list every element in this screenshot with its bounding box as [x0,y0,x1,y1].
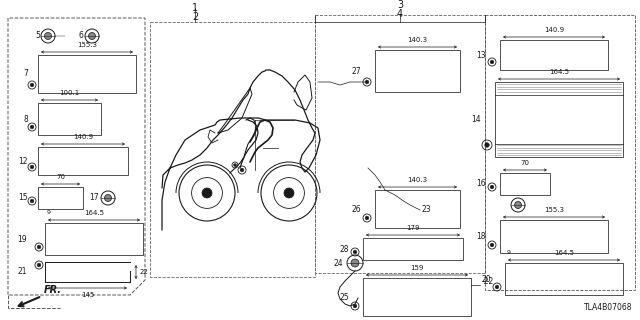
Text: 9: 9 [47,210,51,215]
Text: 145: 145 [81,292,94,298]
Text: 140.3: 140.3 [408,177,428,183]
Circle shape [365,216,369,220]
Bar [38,103,101,135]
Text: 179: 179 [406,225,420,231]
Circle shape [234,164,236,166]
Text: 12: 12 [19,156,28,165]
Bar [375,190,460,228]
Bar [363,278,471,316]
Bar [505,263,623,295]
Circle shape [490,243,494,247]
Circle shape [490,60,494,64]
Bar [315,15,485,273]
Bar [500,40,608,70]
Text: 24: 24 [333,259,343,268]
Text: 27: 27 [351,67,361,76]
Bar [500,173,550,195]
Circle shape [30,199,34,203]
Circle shape [365,80,369,84]
Text: 9: 9 [507,250,511,255]
Text: 17: 17 [90,194,99,203]
Circle shape [30,125,34,129]
Circle shape [37,263,41,267]
Circle shape [351,259,359,267]
Text: 18: 18 [477,232,486,241]
Text: 28: 28 [339,244,349,253]
Bar [363,238,463,260]
Text: 13: 13 [476,51,486,60]
Text: 7: 7 [23,69,28,78]
Bar [38,187,83,209]
Text: FR.: FR. [44,285,62,295]
Text: 164.5: 164.5 [549,69,569,75]
Text: 3: 3 [397,0,403,10]
Text: 140.9: 140.9 [544,27,564,33]
Text: 1: 1 [192,3,198,13]
Text: 8: 8 [23,115,28,124]
Circle shape [104,195,111,202]
Text: 164.5: 164.5 [84,210,104,216]
Text: 4: 4 [397,9,403,19]
Text: -22: -22 [482,277,494,286]
Bar [375,50,460,92]
Text: 155.3: 155.3 [544,207,564,213]
Text: 70: 70 [520,160,529,166]
Text: 100.1: 100.1 [60,90,79,96]
Text: 6: 6 [78,31,83,41]
Bar [38,55,136,93]
Bar [495,82,623,157]
Circle shape [202,188,212,198]
Circle shape [45,33,51,39]
Text: 140.3: 140.3 [408,37,428,43]
Text: 15: 15 [19,194,28,203]
Circle shape [30,165,34,169]
Text: 19: 19 [17,235,27,244]
Bar [38,147,128,175]
Bar [150,22,315,277]
Text: 140.9: 140.9 [73,134,93,140]
Circle shape [484,143,489,147]
Text: 21: 21 [17,268,27,276]
Text: 23: 23 [422,205,431,214]
Circle shape [515,202,522,209]
Circle shape [353,250,357,254]
Bar [485,15,635,290]
Circle shape [240,168,244,172]
Text: 164.5: 164.5 [554,250,574,256]
Bar [45,223,143,255]
Circle shape [495,285,499,289]
Text: 20: 20 [481,275,491,284]
Text: 155.3: 155.3 [77,42,97,48]
Circle shape [88,33,95,39]
Text: 25: 25 [339,292,349,301]
Text: 16: 16 [476,180,486,188]
Text: 5: 5 [35,31,40,41]
Circle shape [353,304,357,308]
Text: 26: 26 [351,204,361,213]
Circle shape [284,188,294,198]
Circle shape [30,83,34,87]
Text: 22: 22 [140,269,148,275]
Text: TLA4B07068: TLA4B07068 [584,303,632,312]
Text: 70: 70 [56,174,65,180]
Text: 2: 2 [192,12,198,22]
Text: 159: 159 [410,265,424,271]
Bar [500,220,608,253]
Text: 14: 14 [472,115,481,124]
Circle shape [37,245,41,249]
Circle shape [490,185,494,189]
